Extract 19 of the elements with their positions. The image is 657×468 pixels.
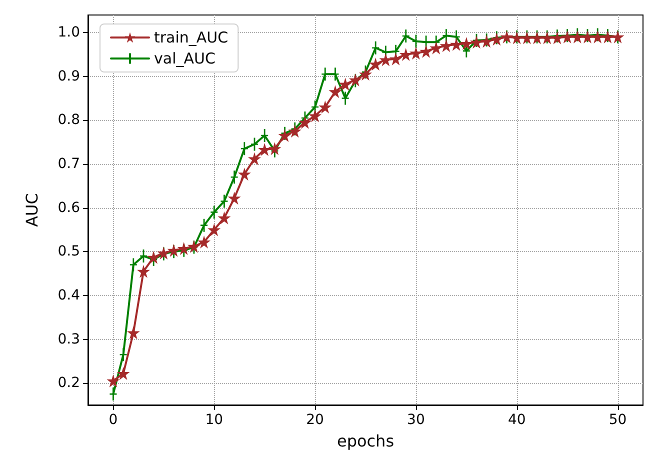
y-tick-label: 0.4 bbox=[58, 287, 80, 304]
legend-label: val_AUC bbox=[154, 50, 216, 68]
y-tick-label: 0.7 bbox=[58, 156, 80, 172]
y-tick-label: 0.8 bbox=[58, 112, 80, 128]
x-tick-label: 50 bbox=[608, 412, 627, 428]
y-tick-label: 0.2 bbox=[58, 375, 80, 392]
x-tick-label: 0 bbox=[108, 412, 118, 428]
x-axis-title: epochs bbox=[336, 432, 394, 450]
y-tick-label: 0.3 bbox=[58, 331, 80, 348]
y-tick-label: 1.0 bbox=[58, 24, 80, 41]
x-tick-label: 10 bbox=[205, 412, 224, 428]
x-tick-label: 40 bbox=[508, 412, 526, 428]
y-tick-label: 0.9 bbox=[58, 68, 80, 84]
x-tick-label: 30 bbox=[407, 412, 425, 428]
x-tick-label: 20 bbox=[306, 412, 324, 428]
legend-label: train_AUC bbox=[154, 28, 228, 46]
y-tick-label: 0.5 bbox=[58, 244, 80, 260]
y-tick-label: 0.6 bbox=[58, 200, 80, 216]
y-axis-title: AUC bbox=[22, 193, 42, 227]
